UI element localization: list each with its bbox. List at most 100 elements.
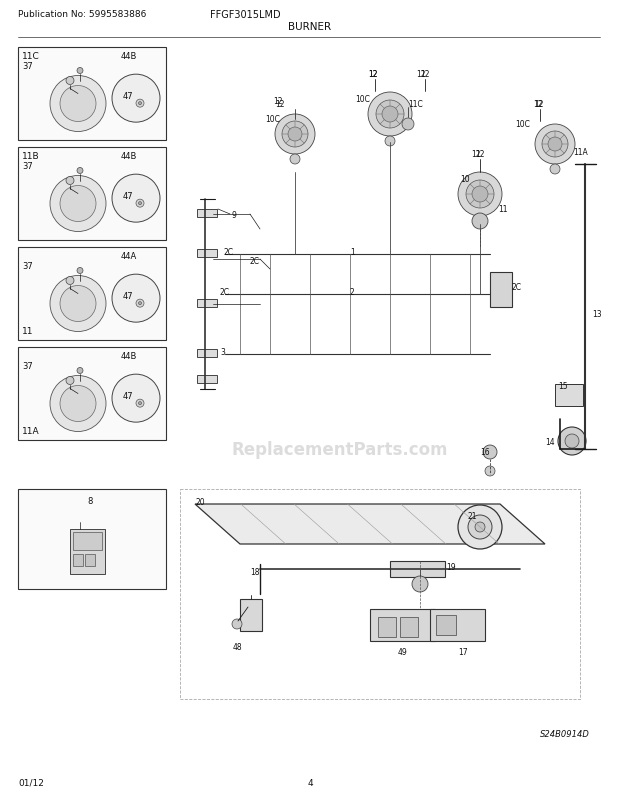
- Circle shape: [542, 132, 568, 158]
- Bar: [430, 610, 485, 642]
- Circle shape: [382, 107, 398, 123]
- Text: 16: 16: [480, 448, 490, 456]
- Circle shape: [475, 522, 485, 533]
- Text: 10C: 10C: [515, 119, 530, 129]
- Circle shape: [466, 180, 494, 209]
- Text: 4: 4: [307, 778, 313, 787]
- Circle shape: [77, 68, 83, 75]
- Bar: [436, 615, 456, 635]
- Bar: [370, 610, 435, 642]
- Text: 12: 12: [475, 150, 484, 159]
- Circle shape: [60, 87, 96, 123]
- Circle shape: [288, 128, 302, 142]
- Text: 12: 12: [368, 70, 378, 79]
- Circle shape: [558, 427, 586, 456]
- Circle shape: [112, 375, 160, 423]
- Circle shape: [77, 368, 83, 374]
- Text: 1: 1: [350, 248, 355, 257]
- Text: 11A: 11A: [22, 427, 40, 435]
- Circle shape: [77, 268, 83, 274]
- Text: FFGF3015LMD: FFGF3015LMD: [210, 10, 280, 20]
- Circle shape: [290, 155, 300, 164]
- Text: 12: 12: [273, 97, 283, 106]
- Text: 2C: 2C: [224, 248, 234, 257]
- Bar: [70, 529, 105, 574]
- Bar: [197, 300, 217, 308]
- Text: 12: 12: [533, 100, 542, 109]
- Circle shape: [282, 122, 308, 148]
- Text: 12: 12: [534, 100, 544, 109]
- Text: 47: 47: [123, 291, 133, 300]
- Text: 18: 18: [250, 567, 260, 577]
- Bar: [73, 554, 83, 566]
- Text: 11: 11: [498, 205, 508, 214]
- Text: 47: 47: [123, 391, 133, 400]
- Text: 12: 12: [416, 70, 426, 79]
- Bar: [197, 350, 217, 358]
- Bar: [378, 618, 396, 638]
- Bar: [73, 533, 102, 550]
- Bar: [240, 599, 262, 631]
- Text: 12: 12: [368, 70, 378, 79]
- Circle shape: [412, 577, 428, 592]
- Circle shape: [138, 402, 141, 405]
- Text: 47: 47: [123, 192, 133, 200]
- Circle shape: [112, 75, 160, 123]
- Text: 11: 11: [22, 326, 33, 335]
- Circle shape: [402, 119, 414, 131]
- Text: 9: 9: [232, 211, 237, 220]
- Circle shape: [275, 115, 315, 155]
- Circle shape: [368, 93, 412, 137]
- Text: 11C: 11C: [22, 52, 40, 61]
- Circle shape: [60, 186, 96, 222]
- Text: Publication No: 5995583886: Publication No: 5995583886: [18, 10, 146, 19]
- Polygon shape: [195, 504, 545, 545]
- Bar: [18, 48, 166, 141]
- Circle shape: [136, 100, 144, 108]
- Circle shape: [50, 376, 106, 432]
- Text: 10C: 10C: [265, 115, 280, 124]
- Text: 01/12: 01/12: [18, 778, 44, 787]
- Circle shape: [483, 445, 497, 460]
- Text: 10: 10: [460, 175, 469, 184]
- Circle shape: [485, 467, 495, 476]
- Bar: [390, 561, 445, 577]
- Circle shape: [50, 76, 106, 132]
- Text: 44B: 44B: [121, 52, 138, 61]
- Circle shape: [77, 168, 83, 174]
- Bar: [18, 489, 166, 589]
- Circle shape: [66, 377, 74, 385]
- Bar: [197, 249, 217, 257]
- Text: 12: 12: [471, 150, 480, 159]
- Circle shape: [136, 399, 144, 407]
- Text: 3: 3: [220, 347, 225, 357]
- Bar: [18, 347, 166, 440]
- Circle shape: [60, 386, 96, 422]
- Bar: [490, 273, 512, 308]
- Text: 15: 15: [558, 382, 568, 391]
- Text: 37: 37: [22, 162, 33, 171]
- Bar: [197, 210, 217, 217]
- Text: 10C: 10C: [355, 95, 370, 104]
- Circle shape: [136, 200, 144, 208]
- Bar: [85, 554, 95, 566]
- Circle shape: [50, 276, 106, 332]
- Circle shape: [50, 176, 106, 233]
- Text: 48: 48: [232, 642, 242, 651]
- Text: 47: 47: [123, 91, 133, 100]
- Circle shape: [548, 138, 562, 152]
- Text: 19: 19: [446, 562, 456, 571]
- Text: 11A: 11A: [573, 148, 588, 157]
- Circle shape: [385, 137, 395, 147]
- Text: 13: 13: [592, 310, 601, 318]
- Circle shape: [376, 101, 404, 129]
- Circle shape: [472, 187, 488, 203]
- Circle shape: [535, 125, 575, 164]
- Text: ReplacementParts.com: ReplacementParts.com: [232, 440, 448, 459]
- Circle shape: [138, 103, 141, 106]
- Text: 2: 2: [350, 288, 355, 297]
- Circle shape: [60, 286, 96, 322]
- Text: 2C: 2C: [220, 288, 230, 297]
- Bar: [18, 148, 166, 241]
- Circle shape: [458, 172, 502, 217]
